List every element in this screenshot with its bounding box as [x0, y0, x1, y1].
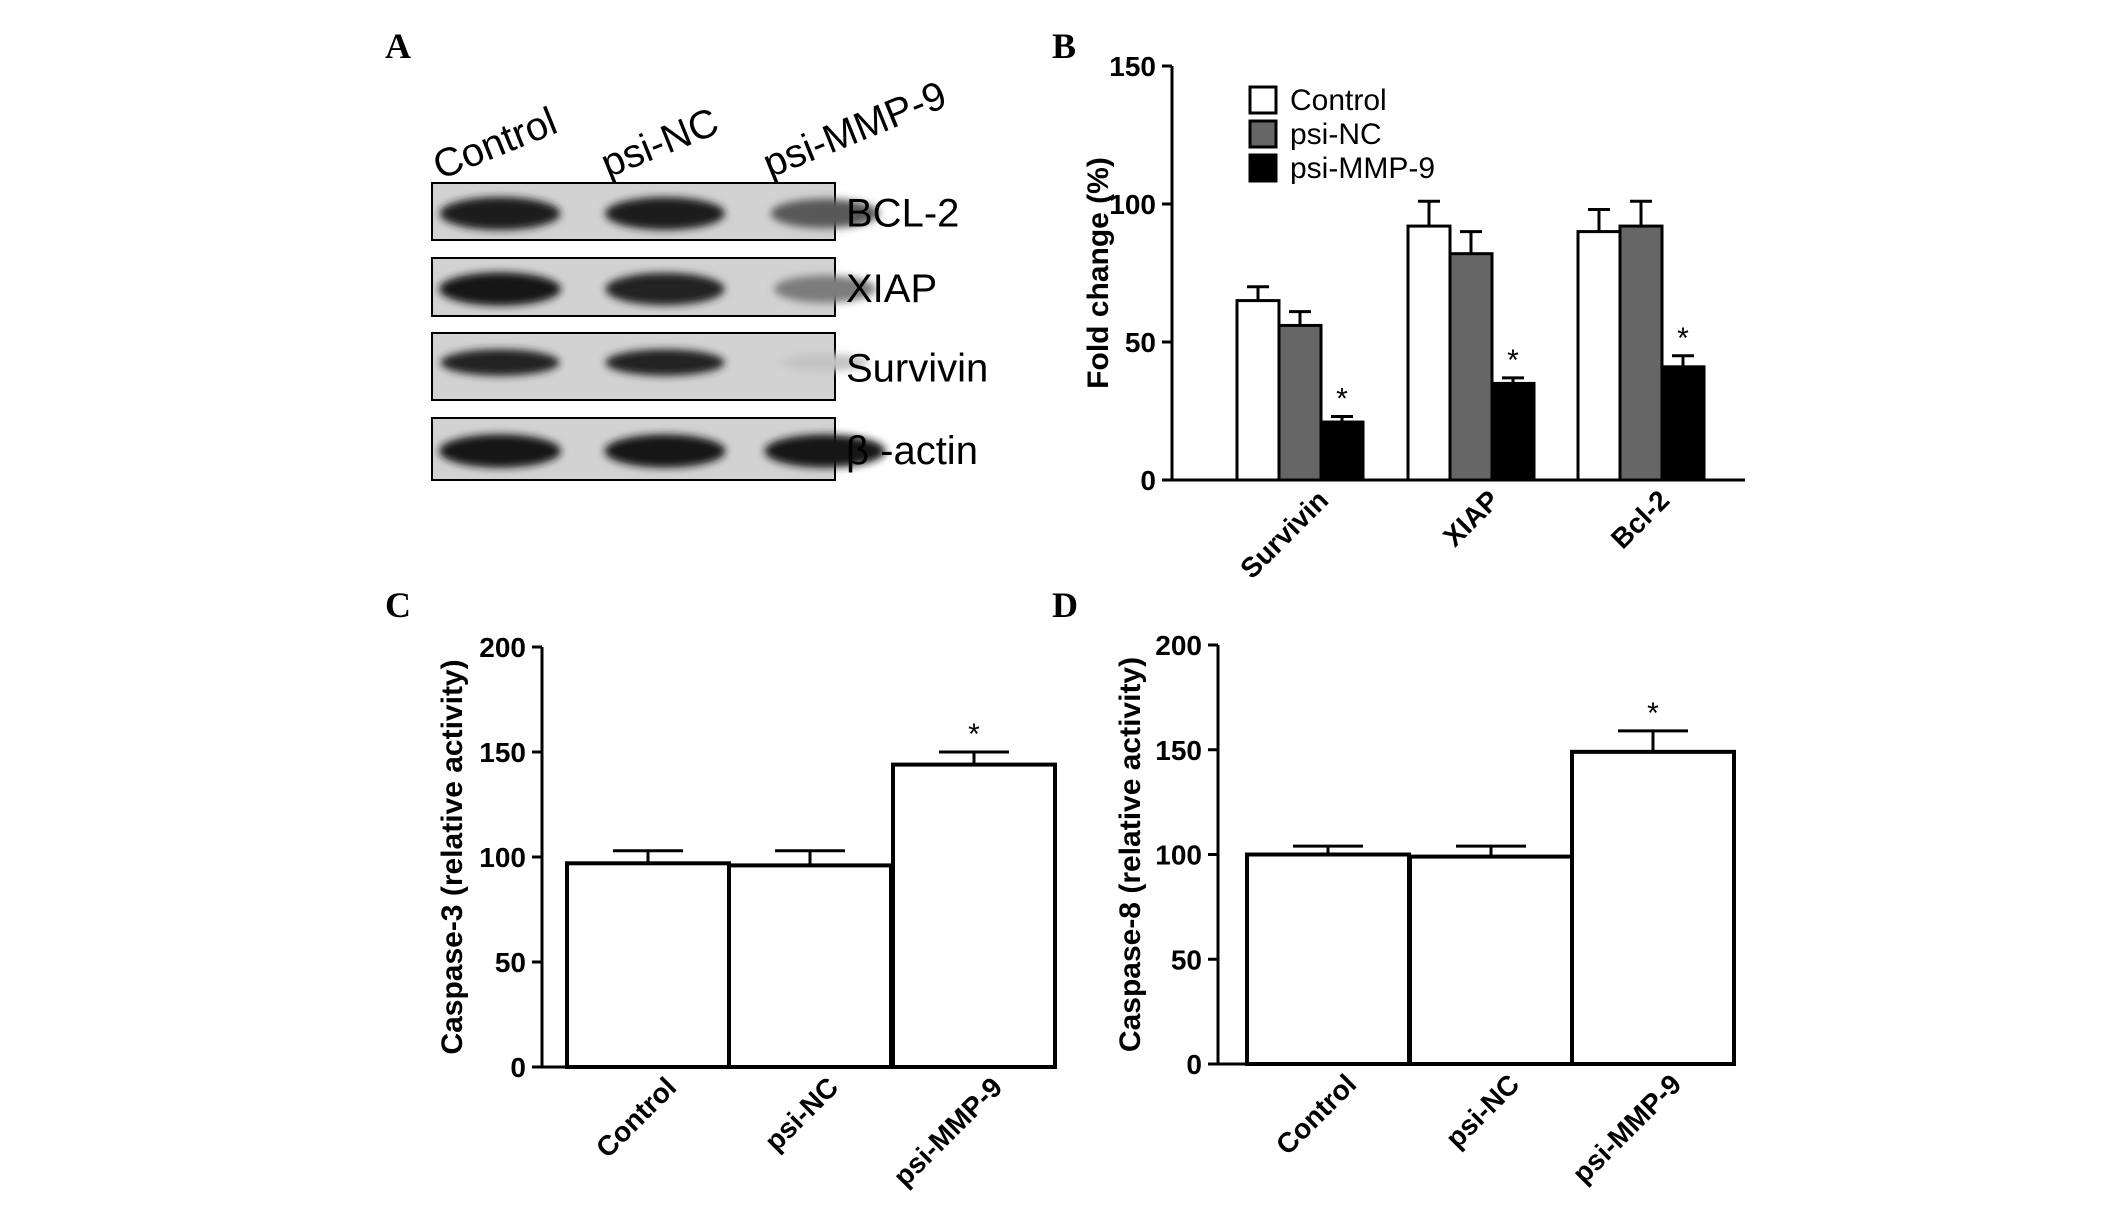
chart-b-fold-change: 0 50 100 150 Fold change (%) Survivin XIAP Bcl-… — [1082, 51, 1745, 584]
panel-letter-c: C — [385, 585, 411, 625]
chart-d-caspase-8: 0 50 100 150 200 Caspase-8 (relative activity… — [1114, 630, 1736, 1189]
x-tick-label-bcl-2: Bcl-2 — [1605, 484, 1675, 554]
x-tick-label-control: Control — [1270, 1068, 1362, 1160]
legend-swatch-psi-nc — [1248, 119, 1278, 149]
lane-label-control: Control — [427, 99, 563, 188]
y-tick-label: 200 — [479, 632, 526, 663]
blot-band-actin-psi-mmp-9 — [764, 434, 886, 468]
y-tick-label: 200 — [1155, 630, 1202, 661]
blot-band-xiap-control — [439, 272, 561, 306]
lane-label-psi-nc: psi-NC — [595, 100, 725, 187]
legend-swatch-psi-mmp-9 — [1248, 153, 1278, 183]
y-tick-label: 100 — [1155, 840, 1202, 871]
y-tick-label: 50 — [1171, 944, 1202, 975]
blot-label-xiap: XIAP — [846, 267, 937, 311]
bar-bcl-2-psi-nc — [1618, 224, 1664, 482]
significance-star: * — [1507, 344, 1519, 377]
significance-star: * — [968, 718, 980, 751]
blot-row-actin: β -actin — [431, 417, 978, 481]
blot-band-xiap-psi-nc — [605, 272, 725, 306]
lane-label-psi-mmp-9: psi-MMP-9 — [757, 73, 953, 186]
y-axis-label: Caspase-8 (relative activity) — [1114, 657, 1147, 1052]
y-axis-label: Caspase-3 (relative activity) — [436, 659, 469, 1054]
blot-label-actin: β -actin — [846, 429, 978, 473]
panel-letter-b: B — [1052, 26, 1076, 66]
bar-psi-nc — [727, 863, 893, 1070]
bar-xiap-psi-nc — [1448, 252, 1494, 482]
bar-survivin-psi-mmp-9 — [1319, 420, 1365, 482]
x-tick-label-xiap: XIAP — [1437, 484, 1505, 552]
blot-rows: BCL-2 XIAP Survivin β -actin — [431, 182, 988, 481]
y-tick-label: 150 — [1155, 735, 1202, 766]
y-tick-label: 50 — [495, 947, 526, 978]
x-tick-label-psi-nc: psi-NC — [759, 1071, 845, 1157]
x-tick-label-survivin: Survivin — [1234, 484, 1334, 584]
chart-c-caspase-3: 0 50 100 150 200 Caspase-3 (relative activity… — [436, 632, 1057, 1192]
bar-psi-mmp-9 — [891, 762, 1057, 1069]
bar-bcl-2-psi-mmp-9 — [1660, 365, 1706, 482]
panel-letter-d: D — [1052, 585, 1078, 625]
y-tick-label: 150 — [1109, 51, 1156, 82]
significance-star: * — [1647, 697, 1659, 730]
bar-xiap-psi-mmp-9 — [1490, 381, 1536, 482]
bar-psi-mmp-9 — [1570, 749, 1736, 1066]
blot-label-survivin: Survivin — [846, 347, 988, 391]
bar-control — [565, 861, 731, 1069]
western-blot-panel: Control psi-NC psi-MMP-9 BCL-2 XIAP Surviv… — [427, 73, 988, 481]
bar-survivin-control — [1235, 299, 1281, 482]
y-tick-label: 0 — [510, 1052, 526, 1083]
x-tick-label-psi-nc: psi-NC — [1440, 1068, 1526, 1154]
blot-band-bcl-2-control — [439, 196, 561, 231]
blot-band-survivin-psi-nc — [605, 349, 725, 376]
bar-survivin-psi-nc — [1277, 323, 1323, 482]
blot-band-survivin-control — [440, 349, 560, 376]
x-tick-label-psi-mmp-9: psi-MMP-9 — [1566, 1068, 1687, 1189]
y-tick-label: 100 — [479, 842, 526, 873]
blot-band-bcl-2-psi-nc — [605, 197, 725, 230]
y-tick-label: 150 — [479, 737, 526, 768]
bar-xiap-control — [1406, 224, 1452, 482]
blot-row-survivin: Survivin — [431, 332, 988, 401]
legend-swatch-control — [1248, 85, 1278, 115]
blot-band-survivin-psi-mmp-9 — [781, 353, 869, 372]
blot-band-bcl-2-psi-mmp-9 — [770, 198, 880, 229]
bar-bcl-2-control — [1576, 230, 1622, 482]
blot-band-xiap-psi-mmp-9 — [774, 275, 876, 303]
legend-label-psi-mmp-9: psi-MMP-9 — [1290, 152, 1435, 185]
blot-row-bcl-2: BCL-2 — [431, 182, 959, 241]
y-tick-label: 100 — [1109, 189, 1156, 220]
x-tick-label-psi-mmp-9: psi-MMP-9 — [887, 1071, 1008, 1192]
legend-label-psi-nc: psi-NC — [1290, 118, 1382, 151]
significance-star: * — [1336, 383, 1348, 416]
y-tick-label: 0 — [1140, 465, 1156, 496]
blot-band-actin-psi-nc — [604, 434, 726, 468]
bar-control — [1245, 852, 1411, 1066]
blot-row-xiap: XIAP — [431, 257, 937, 317]
y-tick-label: 0 — [1186, 1049, 1202, 1080]
panel-letter-a: A — [385, 26, 411, 66]
legend-label-control: Control — [1290, 84, 1387, 117]
blot-band-actin-control — [439, 434, 561, 468]
blot-label-bcl-2: BCL-2 — [846, 192, 959, 236]
y-tick-label: 50 — [1125, 327, 1156, 358]
y-axis-label: Fold change (%) — [1082, 157, 1115, 389]
significance-star: * — [1677, 322, 1689, 355]
x-tick-label-control: Control — [590, 1071, 682, 1163]
bar-psi-nc — [1408, 854, 1574, 1066]
